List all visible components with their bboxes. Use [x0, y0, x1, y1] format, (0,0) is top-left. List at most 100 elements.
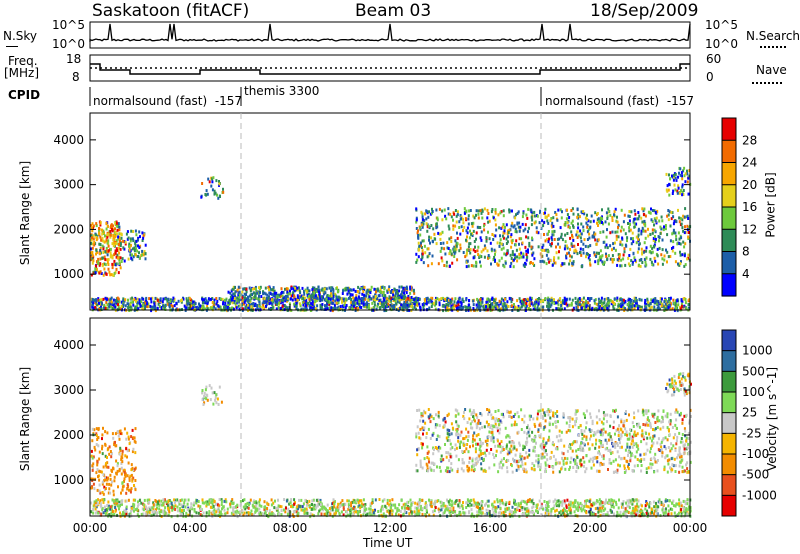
power-echo — [360, 299, 363, 303]
power-echo — [650, 305, 653, 309]
power-echo — [438, 207, 441, 211]
power-echo — [503, 229, 506, 233]
power-echo — [605, 235, 608, 239]
power-echo — [579, 236, 582, 240]
power-echo — [207, 307, 210, 311]
power-echo — [115, 242, 118, 246]
power-echo — [524, 301, 526, 305]
power-echo — [111, 254, 114, 258]
power-echo — [428, 238, 430, 242]
power-echo — [597, 258, 600, 262]
velocity-echo — [636, 511, 639, 515]
power-echo — [452, 250, 455, 254]
power-echo — [483, 207, 486, 211]
power-echo — [465, 253, 468, 257]
power-echo — [518, 256, 521, 260]
power-echo — [403, 294, 406, 297]
power-echo — [561, 210, 563, 214]
power-echo — [277, 306, 280, 309]
power-echo — [314, 307, 317, 311]
velocity-echo — [583, 509, 586, 513]
power-echo — [532, 262, 534, 266]
power-echo — [515, 213, 517, 217]
power-echo — [111, 228, 113, 231]
power-echo — [496, 302, 499, 305]
power-echo — [103, 262, 106, 266]
power-echo — [511, 209, 513, 213]
power-echo — [490, 302, 492, 306]
power-echo — [518, 237, 521, 241]
beam-title: Beam 03 — [355, 1, 432, 21]
power-echo — [231, 306, 233, 310]
power-echo — [182, 297, 185, 301]
power-echo — [199, 304, 202, 308]
power-echo — [258, 300, 261, 304]
power-echo — [552, 233, 555, 237]
power-echo — [678, 220, 681, 224]
power-echo — [526, 216, 529, 220]
velocity-echo — [520, 501, 522, 505]
power-echo — [604, 245, 607, 249]
velocity-echo — [142, 503, 145, 507]
power-echo — [398, 296, 400, 300]
power-echo — [109, 235, 112, 239]
velocity-echo — [633, 509, 636, 513]
velocity-echo — [280, 509, 283, 513]
power-echo — [245, 303, 248, 307]
power-echo — [447, 224, 450, 228]
power-echo — [113, 272, 116, 275]
power-echo — [458, 226, 461, 229]
velocity-echo — [309, 515, 312, 519]
power-echo — [417, 241, 420, 245]
power-echo — [670, 217, 673, 221]
power-echo — [288, 302, 291, 306]
power-echo — [582, 225, 585, 229]
power-echo — [450, 300, 453, 303]
power-echo — [534, 220, 537, 224]
velocity-echo — [448, 510, 451, 514]
power-echo — [639, 307, 642, 311]
power-echo — [672, 178, 675, 182]
velocity-echo — [158, 507, 161, 511]
power-echo — [115, 239, 118, 243]
power-echo — [607, 298, 610, 302]
power-echo — [632, 252, 635, 256]
power-echo — [502, 302, 505, 306]
power-echo — [129, 305, 132, 309]
power-echo — [434, 237, 437, 241]
power-echo — [608, 210, 611, 213]
power-echo — [211, 180, 214, 184]
power-echo — [222, 302, 224, 306]
power-echo — [282, 290, 285, 294]
power-echo — [600, 302, 603, 305]
power-echo — [611, 258, 614, 261]
power-echo — [287, 296, 290, 300]
power-echo — [674, 188, 677, 192]
power-echo — [645, 249, 648, 253]
velocity-echo — [536, 503, 539, 507]
power-echo — [619, 240, 622, 244]
power-echo — [528, 303, 531, 307]
power-echo — [98, 271, 101, 275]
power-echo — [211, 306, 214, 310]
power-echo — [214, 307, 217, 311]
power-echo — [614, 248, 617, 252]
power-echo — [142, 253, 145, 257]
power-echo — [95, 298, 98, 302]
power-echo — [503, 297, 506, 301]
power-echo — [679, 242, 682, 246]
power-echo — [640, 247, 643, 251]
power-echo — [381, 285, 384, 289]
power-echo — [617, 235, 620, 239]
power-echo — [308, 299, 311, 303]
velocity-echo — [319, 508, 322, 512]
power-echo — [572, 212, 575, 216]
velocity-echo — [600, 504, 603, 507]
power-echo — [191, 306, 194, 309]
velocity-echo — [342, 505, 345, 509]
power-echo — [264, 292, 267, 296]
velocity-echo — [197, 511, 200, 515]
velocity-echo — [262, 513, 265, 516]
power-echo — [218, 180, 220, 183]
